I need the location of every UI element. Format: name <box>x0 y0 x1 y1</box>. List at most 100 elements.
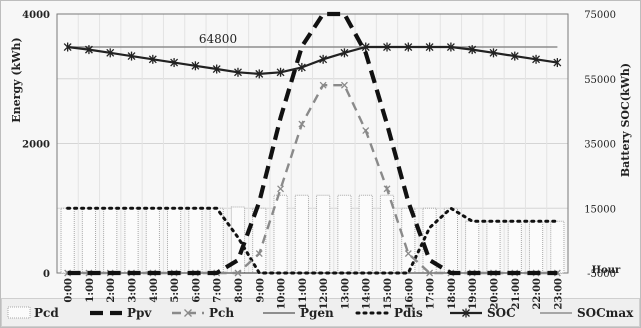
point-soc <box>319 54 328 64</box>
y-tick-left: 4000 <box>22 10 50 21</box>
legend-label: Ppv <box>127 306 152 320</box>
x-tick-label: 16:00 <box>404 278 415 310</box>
point-soc <box>404 42 413 52</box>
point-soc <box>297 62 306 72</box>
legend-item-pch: Pch <box>172 306 234 320</box>
x-tick-label: 17:00 <box>426 278 437 310</box>
legend-label: Pgen <box>300 306 334 320</box>
point-pch <box>234 269 242 277</box>
bar-pcd <box>209 207 224 274</box>
point-soc <box>553 58 562 68</box>
tick-labels-group: 0 2000 4000 -5000 15000 35000 55000 75000 0:00 1:… <box>22 10 616 310</box>
y-tick-right: -5000 <box>587 269 616 280</box>
legend-label: SOCmax <box>577 306 634 320</box>
bar-pcd <box>486 220 501 274</box>
point-soc <box>510 51 519 61</box>
bar-pcd <box>507 220 522 274</box>
point-soc <box>532 54 541 64</box>
x-tick-label: 3:00 <box>128 278 139 303</box>
annotation-label: 64800 <box>199 32 237 46</box>
bar-pcd <box>465 220 480 274</box>
point-pch <box>255 250 263 258</box>
legend-item-pgen: Pgen <box>263 306 334 320</box>
point-soc <box>425 42 434 52</box>
legend-item-soc: SOC <box>450 306 516 320</box>
point-soc <box>212 64 221 74</box>
bar-pcd <box>528 220 544 274</box>
legend-item-pdis: Pdis <box>355 306 423 320</box>
point-pch <box>298 120 306 128</box>
bar-pcd <box>337 194 352 274</box>
point-soc <box>191 61 200 71</box>
point-soc <box>361 42 370 52</box>
legend-label: Pcd <box>34 306 59 320</box>
x-tick-label: 19:00 <box>468 278 479 310</box>
y-axis-right-title: Battery SOC(kWh) <box>619 63 632 177</box>
x-tick-label: 12:00 <box>319 278 330 310</box>
point-soc <box>446 42 455 52</box>
x-tick-label: 22:00 <box>532 278 543 310</box>
bar-pcd <box>358 194 373 274</box>
x-tick-label: 23:00 <box>553 278 564 310</box>
point-soc <box>340 48 349 58</box>
bar-pcd <box>124 207 139 274</box>
point-soc <box>255 69 264 79</box>
legend-label: Pdis <box>394 306 423 320</box>
point-pch <box>426 269 434 277</box>
x-tick-label: 13:00 <box>340 278 351 310</box>
x-tick-label: 18:00 <box>447 278 458 310</box>
point-soc <box>276 67 285 77</box>
y-tick-right: 15000 <box>584 204 616 215</box>
point-pch <box>340 81 348 89</box>
point-soc <box>148 54 157 64</box>
bar-pcd <box>294 194 309 274</box>
bar-pcd <box>316 194 331 274</box>
x-tick-label: 20:00 <box>490 278 501 310</box>
x-tick-label: 5:00 <box>170 278 181 303</box>
y-tick-right: 75000 <box>584 10 616 21</box>
x-axis-title: Hour <box>592 265 621 276</box>
bar-pcd <box>550 220 565 274</box>
legend-label: SOC <box>487 306 516 320</box>
point-pch <box>319 81 327 89</box>
x-tick-label: 0:00 <box>64 278 75 303</box>
x-tick-label: 9:00 <box>255 278 266 303</box>
legend-label: Pch <box>209 306 234 320</box>
point-soc <box>489 48 498 58</box>
legend-item-pcd: Pcd <box>7 306 59 320</box>
y-tick-right: 35000 <box>584 140 616 151</box>
x-tick-label: 6:00 <box>191 278 202 303</box>
bar-pcd <box>103 207 118 274</box>
point-pch <box>383 185 391 193</box>
y-axis-left-title: Energy (kWh) <box>10 37 23 122</box>
bar-pcd <box>273 194 288 274</box>
bar-pcd <box>145 207 160 274</box>
bar-pcd <box>379 194 395 274</box>
x-tick-label: 8:00 <box>234 278 245 303</box>
x-tick-label: 7:00 <box>213 278 224 303</box>
legend: Pcd Ppv Pch Pgen Pdis SOC SOCmax <box>7 306 634 320</box>
series-line-ppv <box>67 11 558 276</box>
bar-pcd <box>443 207 458 274</box>
bar-pcd <box>81 207 97 274</box>
x-tick-label: 10:00 <box>277 278 288 310</box>
x-tick-label: 14:00 <box>362 278 373 310</box>
bar-pcd <box>60 207 75 274</box>
point-pch <box>277 185 285 193</box>
point-soc <box>468 45 477 55</box>
line-series-group <box>63 11 562 277</box>
bar-pcd <box>188 207 203 274</box>
x-tick-label: 4:00 <box>149 278 160 303</box>
bar-series-group <box>60 194 565 274</box>
point-soc <box>234 67 242 77</box>
x-tick-label: 1:00 <box>85 278 96 303</box>
point-soc <box>84 45 93 55</box>
x-tick-label: 21:00 <box>511 278 522 310</box>
point-soc <box>383 42 391 52</box>
y-tick-left: 2000 <box>22 140 50 151</box>
legend-swatch <box>7 306 31 319</box>
series-line-pdis <box>66 206 559 275</box>
point-soc <box>106 48 115 58</box>
